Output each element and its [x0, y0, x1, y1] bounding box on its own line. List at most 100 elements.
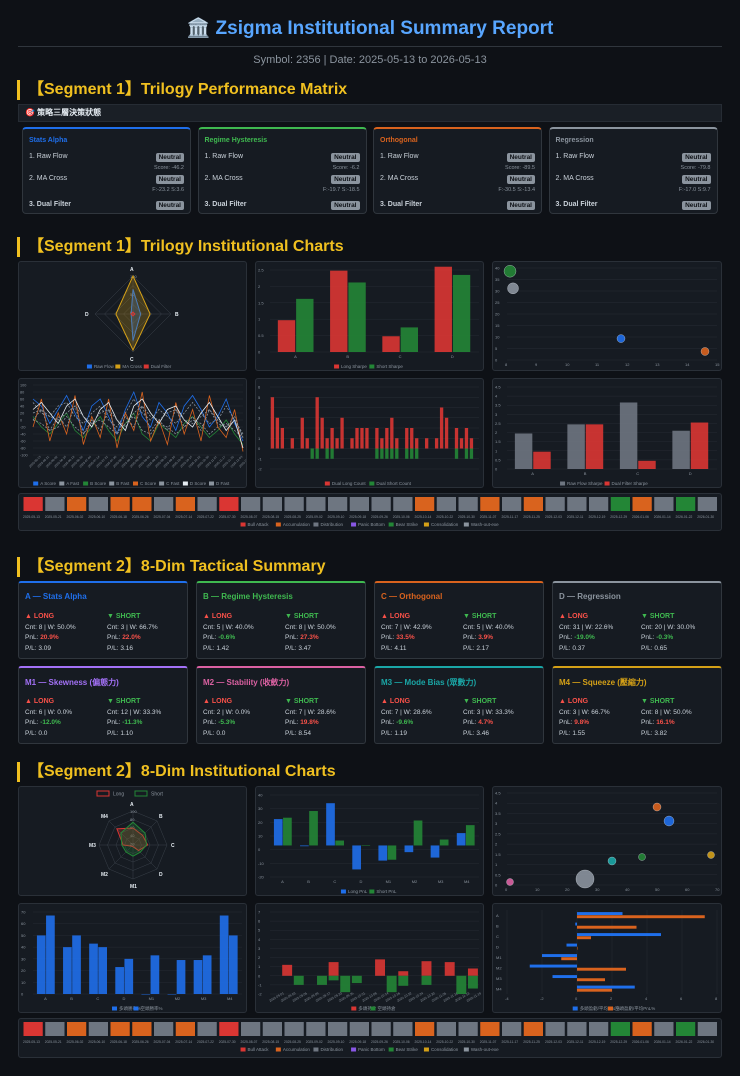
bar	[380, 438, 384, 449]
legend-label: Long	[113, 792, 124, 798]
bar	[361, 845, 371, 846]
y-tick-label: -20	[258, 875, 265, 880]
heat-date-label: 2025-10-30	[458, 1040, 475, 1044]
heat-cell	[219, 1022, 239, 1036]
y-tick-label: 2	[258, 955, 261, 960]
short-pnl-value: 3.9%	[478, 634, 494, 641]
heat-cell	[154, 1022, 174, 1036]
bar	[277, 320, 296, 352]
long-pnl-value: -19.0%	[574, 634, 595, 641]
heat-cell	[241, 497, 261, 511]
bar	[444, 417, 449, 449]
legend-label: C Score	[140, 481, 157, 486]
radar-series	[130, 289, 142, 341]
matrix-row-label: 1. Raw Flow	[204, 153, 244, 160]
matrix-card-title: Orthogonal	[380, 137, 418, 144]
long-pnl-value: -9.6%	[396, 719, 414, 726]
bar	[421, 961, 432, 976]
radar-spoke	[108, 844, 134, 870]
heat-date-label: 2025-12-03	[545, 1040, 562, 1044]
short-header: ▼ SHORT	[641, 698, 675, 705]
decision-status-strip: 🎯 策略三層決策狀態	[18, 104, 722, 122]
legend-label: Consolidation	[431, 1047, 459, 1052]
y-tick-label: 3	[495, 821, 498, 826]
heat-date-label: 2025-12-11	[567, 515, 584, 519]
legend-label: Dual Long Count	[332, 481, 367, 486]
legend-swatch	[340, 889, 346, 894]
heat-cell	[67, 1022, 87, 1036]
y-tick-label: 1.5	[258, 300, 264, 305]
legend-label: B Fast	[116, 481, 130, 486]
heat-date-label: 2025-08-07	[241, 1040, 258, 1044]
bar	[390, 448, 394, 459]
dim-pnl-chart: 40 30 20 10 0 -10 -20 A B C D M1 M2 M3 M4 Long PnL Short…	[258, 793, 479, 894]
bar	[89, 943, 98, 994]
bar	[382, 336, 400, 352]
heat-date-label: 2025-06-26	[132, 1040, 149, 1044]
hbar	[577, 967, 626, 971]
hbar	[577, 933, 661, 937]
bar	[415, 438, 419, 449]
scatter-point	[663, 815, 675, 827]
radar-tick-label: 80	[130, 817, 135, 822]
y-tick-label: 30	[258, 806, 263, 811]
heat-cell	[45, 497, 65, 511]
status-badge: Neutral	[155, 175, 184, 184]
x-tick-label: C	[96, 996, 99, 1001]
long-pl: P/L: 1.42	[203, 644, 230, 652]
heat-cell	[175, 497, 195, 511]
tactical-card-title: M4 — Squeeze (壓縮力)	[559, 678, 647, 687]
dim-winrate-panel: 70 60 50 40 30 20 10 0 A B C D M1 M2 M3 M4 多頭勝率% 空頭勝率%	[18, 903, 247, 1013]
heat-cell	[523, 497, 543, 511]
bar	[585, 424, 604, 469]
y-tick-label: 5	[258, 395, 261, 400]
long-pnl-row: PnL: -9.6%	[381, 718, 461, 729]
radar-axis-label: M4	[101, 814, 108, 820]
heat-date-label: 2025-06-10	[88, 1040, 105, 1044]
legend-swatch	[33, 481, 39, 486]
heat-date-label: 2025-10-22	[436, 515, 453, 519]
x-tick-label: A	[294, 354, 297, 359]
short-pnl-label: PnL:	[641, 634, 657, 641]
bar	[340, 417, 344, 449]
long-count: Cnt: 6 | W: 0.0%	[25, 708, 73, 716]
hbar	[575, 922, 577, 926]
y-tick-label: 60	[20, 398, 24, 402]
x-tick-label: 60	[685, 887, 690, 892]
heat-date-label: 2025-11-07	[480, 515, 497, 519]
heat-cell	[632, 497, 652, 511]
short-pl: P/L: 3.46	[463, 729, 490, 737]
tactical-card: M1 — Skewness (偏態力) ▲ LONG Cnt: 6 | W: 0.0…	[18, 666, 188, 744]
heat-cell	[632, 1022, 652, 1036]
legend-swatch	[604, 481, 610, 486]
legend-swatch	[112, 1006, 117, 1011]
heat-cell	[197, 1022, 217, 1036]
trilogy-sharpe-panel: 0 0.5 1 1.5 2 2.5 A B C D Long Sharpe Short Sharpe	[255, 261, 484, 371]
legend-swatch	[133, 1006, 139, 1011]
tactical-short-column: ▼ SHORT Cnt: 3 | W: 66.7% PnL: 22.0% P/L: 3…	[107, 612, 187, 654]
y-tick-label: 0	[495, 883, 498, 888]
tactical-long-column: ▲ LONG Cnt: 31 | W: 22.6% PnL: -19.0% P/L: …	[559, 612, 639, 654]
legend-label: 多頭勝率%	[119, 1005, 141, 1012]
long-pnl-row: PnL: 33.5%	[381, 633, 461, 644]
dim-regime-heatmap: 2025-05-13 2025-05-21 2025-06-02 2025-06-10…	[23, 1022, 717, 1052]
status-badge: Neutral	[331, 201, 360, 210]
heat-cell	[110, 1022, 130, 1036]
legend-swatch	[59, 481, 65, 486]
bar	[320, 417, 324, 449]
matrix-row: 3. Dual Filter Neutral	[556, 201, 711, 211]
y-tick-label: 0	[258, 973, 261, 978]
legend-swatch	[370, 1006, 376, 1011]
status-badge: Neutral	[506, 175, 535, 184]
heat-cell	[241, 1022, 261, 1036]
matrix-row: 3. Dual Filter Neutral	[29, 201, 184, 211]
heat-date-label: 2025-10-06	[393, 1040, 410, 1044]
y-tick-label: 0.5	[495, 457, 501, 462]
y-tick-label: 60	[21, 921, 26, 926]
heat-date-label: 2025-10-22	[436, 1040, 453, 1044]
bar	[350, 438, 354, 449]
tactical-card-title: A — Stats Alpha	[25, 592, 87, 601]
status-badge: Neutral	[331, 153, 360, 162]
bar	[351, 975, 362, 984]
